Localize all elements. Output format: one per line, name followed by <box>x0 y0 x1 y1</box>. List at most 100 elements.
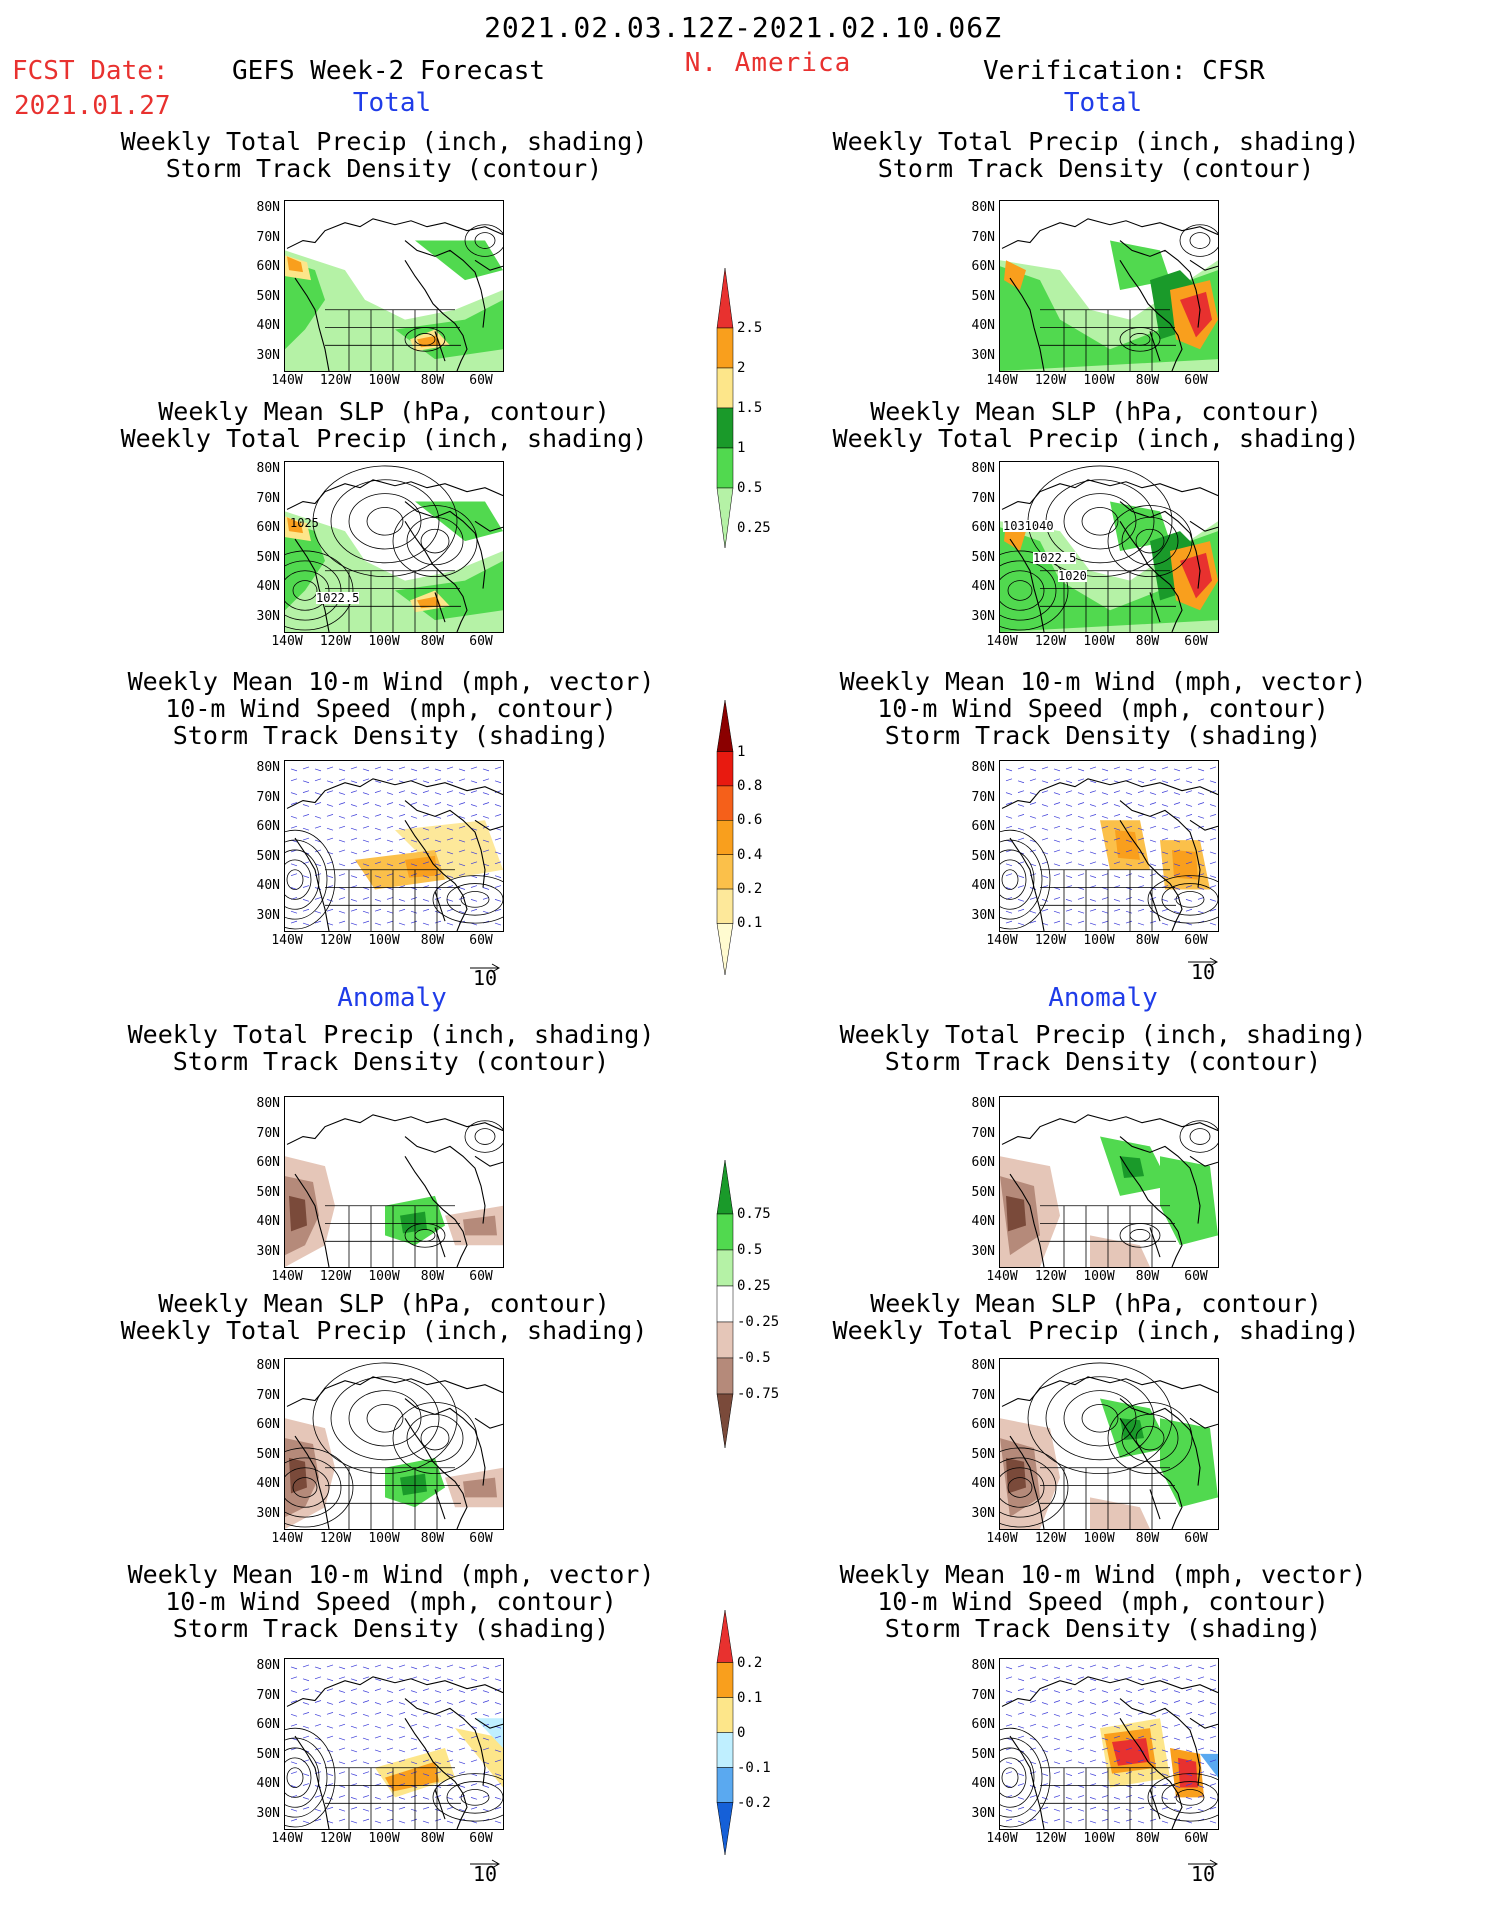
lat-label: 40N <box>971 579 995 594</box>
lon-label: 100W <box>368 634 400 649</box>
lon-label: 120W <box>319 1831 352 1846</box>
lon-label: 100W <box>368 1831 400 1846</box>
colorbar-label: 1 <box>737 743 746 760</box>
colorbar-segment <box>716 1213 734 1251</box>
coastline <box>1001 1376 1218 1529</box>
lon-label: 60W <box>469 933 493 948</box>
colorbar-segment <box>716 487 734 549</box>
lat-label: 80N <box>256 1096 280 1111</box>
coastline <box>286 1114 503 1267</box>
lat-label: 70N <box>256 1687 280 1703</box>
lon-label: 60W <box>469 634 493 649</box>
title-left-total-precip: Weekly Total Precip (inch, shading) Storm… <box>120 127 648 183</box>
colorbar-label: 1 <box>737 440 746 456</box>
colorbar-segment <box>716 407 734 449</box>
vector-ref-arrow-icon <box>1188 1854 1219 1869</box>
lon-label: 140W <box>986 634 1018 649</box>
lon-label: 120W <box>319 373 352 388</box>
colorbar-segment <box>716 1393 734 1449</box>
lat-label: 50N <box>256 1446 280 1462</box>
lat-label: 50N <box>971 1746 995 1762</box>
lat-label: 40N <box>256 1776 280 1791</box>
lat-label: 80N <box>971 760 995 775</box>
lon-label: 140W <box>271 1831 303 1846</box>
lat-label: 30N <box>256 1243 280 1259</box>
lat-label: 50N <box>256 549 280 565</box>
coastline <box>1001 218 1218 371</box>
storm-shading <box>1115 830 1198 880</box>
precip-shading <box>1000 240 1218 371</box>
lat-label: 60N <box>256 1417 280 1432</box>
lat-label: 30N <box>971 608 995 624</box>
lon-label: 140W <box>271 933 303 948</box>
lon-label: 100W <box>368 933 400 948</box>
colorbar-segment <box>716 888 734 924</box>
precip-shading <box>1180 552 1212 599</box>
lon-label: 80W <box>1135 634 1160 649</box>
lon-label: 120W <box>1034 373 1067 388</box>
left-model-title: GEFS Week-2 Forecast <box>232 56 546 86</box>
storm-shading <box>1112 1738 1198 1788</box>
colorbar-label: 2.5 <box>737 320 763 336</box>
colorbar-segment <box>716 267 734 329</box>
lat-label: 70N <box>971 1687 995 1703</box>
lat-label: 80N <box>971 200 995 215</box>
title-right-total-slp: Weekly Mean SLP (hPa, contour) Weekly Tot… <box>832 397 1360 453</box>
lon-label: 80W <box>420 1831 445 1846</box>
precip-shading <box>285 1438 497 1518</box>
coastline <box>1001 479 1218 632</box>
precip-shading <box>1000 1156 1150 1267</box>
cfsr-slp-label-2: 1022.5 <box>1033 551 1077 565</box>
precip-shading <box>1004 260 1218 350</box>
colorbar-storm-total <box>715 699 735 976</box>
colorbar-label: 0.6 <box>737 812 763 829</box>
lat-label: 50N <box>971 1184 995 1200</box>
lat-label: 40N <box>256 318 280 333</box>
precip-shading <box>1006 1457 1026 1494</box>
coastline <box>286 1676 503 1829</box>
lat-label: 70N <box>971 1125 995 1141</box>
lat-label: 80N <box>971 1658 995 1673</box>
lon-label: 60W <box>469 1269 493 1284</box>
precip-shading <box>1004 521 1218 611</box>
colorbar-segment <box>716 923 734 976</box>
lat-label: 30N <box>971 1505 995 1521</box>
coastline <box>286 778 503 931</box>
colorbar-segment <box>716 1802 734 1856</box>
storm-shading <box>475 1718 503 1748</box>
state-borders <box>325 309 461 371</box>
state-borders <box>1040 1205 1176 1267</box>
title-right-anom-precip: Weekly Total Precip (inch, shading) Storm… <box>839 1020 1367 1076</box>
colorbar-label: -0.25 <box>737 1314 780 1330</box>
lat-label: 40N <box>256 1476 280 1491</box>
state-borders <box>1040 1767 1176 1829</box>
lon-label: 120W <box>1034 634 1067 649</box>
lat-label: 60N <box>256 819 280 834</box>
colorbar-segment <box>716 1609 734 1663</box>
lat-label: 50N <box>256 848 280 864</box>
colorbar-precip-anomaly <box>715 1159 735 1449</box>
lon-label: 80W <box>420 373 445 388</box>
coastline <box>1001 1114 1218 1267</box>
lat-label: 80N <box>971 1096 995 1111</box>
precip-shading <box>285 1176 497 1256</box>
lon-label: 60W <box>1184 933 1208 948</box>
colorbar-segment <box>716 751 734 787</box>
lat-label: 60N <box>971 1417 995 1432</box>
title-left-total-slp: Weekly Mean SLP (hPa, contour) Weekly Tot… <box>120 397 648 453</box>
colorbar-segment <box>716 854 734 890</box>
lat-label: 60N <box>256 520 280 535</box>
coastline <box>286 218 503 371</box>
lat-label: 50N <box>256 1746 280 1762</box>
colorbar-segment <box>716 1662 734 1698</box>
lat-label: 30N <box>971 1805 995 1821</box>
lon-label: 140W <box>986 1831 1018 1846</box>
lon-label: 100W <box>1083 1831 1115 1846</box>
lon-label: 60W <box>1184 1269 1208 1284</box>
state-borders <box>1040 1467 1176 1529</box>
storm-shading <box>1200 1753 1218 1778</box>
gefs-slp-label-2: 1022.5 <box>316 591 360 605</box>
lon-label: 60W <box>1184 634 1208 649</box>
lat-label: 30N <box>971 1243 995 1259</box>
lon-label: 60W <box>1184 373 1208 388</box>
